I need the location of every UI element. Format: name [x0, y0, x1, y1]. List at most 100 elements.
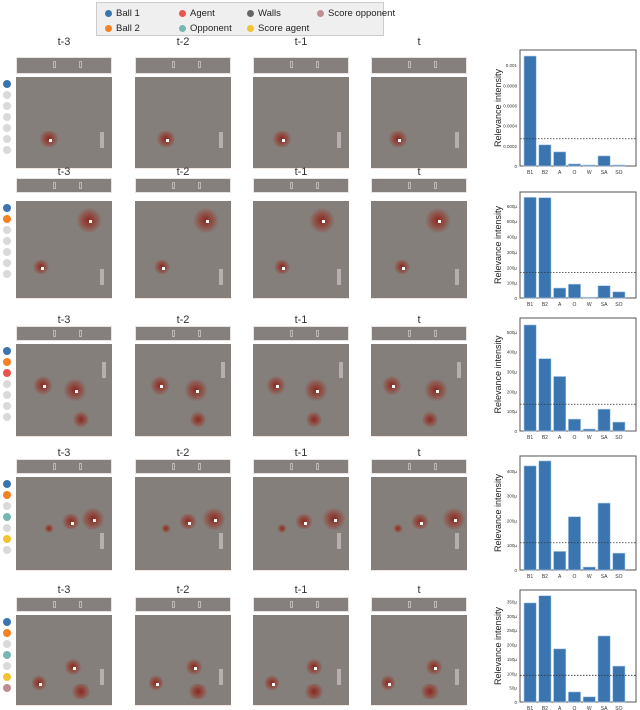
bar-SO — [612, 164, 626, 167]
paddle — [219, 131, 223, 148]
game-frame — [253, 344, 349, 436]
relevance-heatmap-blob — [185, 378, 207, 402]
paddle — [219, 669, 223, 685]
bar-B2 — [538, 595, 552, 703]
x-tick-label: O — [573, 706, 577, 710]
relevance-heatmap-blob — [70, 684, 92, 699]
category-dot-icon — [3, 402, 11, 410]
x-tick-label: A — [558, 435, 562, 441]
ball — [316, 390, 319, 393]
bar-B1 — [523, 55, 537, 167]
x-tick-label: SO — [615, 170, 622, 176]
relevance-heatmap-blob — [305, 378, 327, 402]
category-dot-icon — [3, 651, 11, 659]
bar-chart: B1 B2 A O W SA SO 0 0.0002 0.0004 0.0006 0.0008 0.00… — [493, 49, 637, 176]
bar-SA — [597, 408, 611, 432]
ball — [282, 138, 285, 142]
score-digit-opponent — [316, 61, 319, 68]
paddle — [455, 532, 459, 549]
relevance-heatmap-blob — [422, 411, 438, 428]
relevance-heatmap-blob — [44, 523, 54, 533]
x-tick-label: A — [558, 302, 562, 308]
paddle — [100, 131, 104, 148]
ball — [194, 667, 197, 671]
y-tick-label: 200µ — [507, 643, 518, 648]
x-tick-label: O — [573, 574, 577, 580]
score-bar — [253, 326, 349, 341]
game-frame — [253, 201, 349, 298]
relevance-heatmap-blob — [161, 523, 171, 533]
paddle — [221, 362, 225, 379]
bar-B2 — [538, 197, 552, 299]
relevance-heatmap-blob — [273, 260, 291, 274]
game-frame — [253, 615, 349, 705]
category-dot-icon — [3, 684, 11, 692]
score-bar — [16, 459, 112, 474]
legend-label: Walls — [258, 8, 281, 19]
bar-W — [582, 428, 596, 432]
ball — [156, 682, 159, 686]
plot-area — [519, 49, 637, 167]
x-tick-label: SA — [601, 435, 608, 441]
category-dot-icon — [3, 215, 11, 223]
score-digit-agent — [172, 330, 175, 337]
paddle — [339, 362, 343, 379]
legend-label: Opponent — [190, 23, 232, 34]
legend-label: Ball 1 — [116, 8, 140, 19]
score-bar — [371, 459, 467, 474]
bar-O — [568, 691, 581, 703]
x-tick-label: SO — [615, 706, 622, 710]
category-indicator-dots — [3, 204, 11, 278]
relevance-heatmap-blob — [277, 523, 287, 533]
x-tick-label: B1 — [527, 435, 533, 441]
score-digit-opponent — [198, 601, 201, 608]
frame-time-label: t-3 — [57, 447, 71, 459]
ball — [214, 518, 217, 522]
paddle — [337, 669, 341, 685]
bar-B2 — [538, 460, 552, 571]
x-tick-label: W — [587, 706, 592, 710]
score-digit-opponent — [434, 330, 437, 337]
score-digit-agent — [53, 61, 56, 68]
ball — [196, 390, 199, 393]
score-digit-opponent — [79, 463, 82, 470]
legend: Ball 1 Ball 2 Agent Opponent Walls Score agen… — [96, 2, 395, 36]
category-dot-icon — [3, 204, 11, 212]
score-digit-agent — [290, 463, 293, 470]
bar-W — [582, 164, 596, 167]
score-bar — [135, 326, 231, 341]
frame-time-label: t-1 — [294, 314, 308, 326]
frame-time-label: t-2 — [176, 314, 190, 326]
relevance-heatmap-blob — [267, 375, 285, 396]
y-axis-label: Relevance intensity — [493, 335, 503, 414]
game-frame — [16, 201, 112, 298]
score-bar — [253, 57, 349, 74]
frame-time-label: t-1 — [294, 584, 308, 596]
category-dot-icon — [3, 226, 11, 234]
bar-B2 — [538, 144, 552, 167]
game-frame — [371, 344, 467, 436]
score-bar — [253, 178, 349, 193]
category-indicator-dots — [3, 80, 11, 154]
relevance-heatmap-blob — [425, 378, 447, 402]
paddle — [455, 669, 459, 685]
frame-time-label: t-1 — [294, 36, 308, 48]
plot-area — [519, 317, 637, 432]
bar-O — [568, 516, 581, 571]
score-digit-opponent — [198, 463, 201, 470]
score-digit-agent — [408, 61, 411, 68]
ball — [388, 682, 391, 686]
game-frame — [371, 77, 467, 168]
y-tick-label: 300µ — [507, 494, 518, 499]
paddle — [100, 669, 104, 685]
score-bar — [135, 178, 231, 193]
category-dot-icon — [3, 135, 11, 143]
bar-SO — [612, 291, 626, 299]
x-tick-label: A — [558, 170, 562, 176]
ball — [73, 667, 76, 671]
bar-SO — [612, 552, 626, 571]
ball — [71, 521, 74, 525]
frame-time-label: t — [417, 447, 421, 459]
category-dot-icon — [3, 513, 11, 521]
y-tick-label: 150µ — [507, 657, 518, 662]
